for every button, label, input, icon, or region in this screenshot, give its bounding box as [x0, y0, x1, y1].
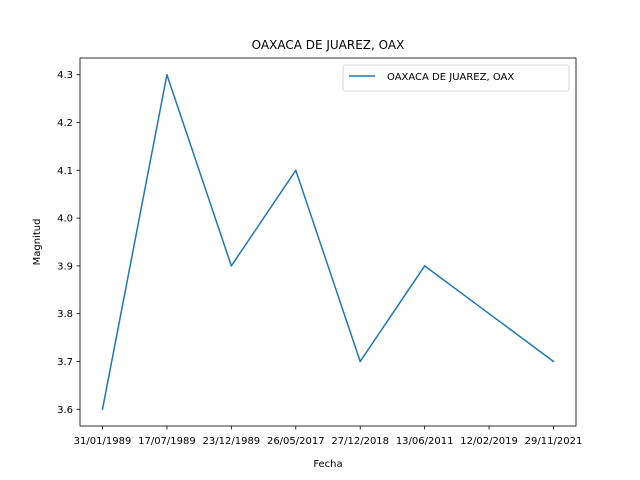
x-tick-label: 13/06/2011: [396, 436, 454, 447]
data-point: [552, 360, 555, 363]
legend-label: OAXACA DE JUAREZ, OAX: [387, 72, 514, 83]
legend-box: [342, 64, 570, 92]
plot-area: [80, 58, 576, 426]
x-axis-label: Fecha: [313, 459, 342, 470]
data-point: [488, 312, 490, 315]
x-tick-label: 29/11/2021: [525, 436, 583, 447]
x-tick-label: 31/01/1989: [74, 436, 132, 447]
x-tick-label: 27/12/2018: [331, 436, 389, 447]
y-tick-label: 3.6: [57, 405, 73, 416]
y-tick-label: 3.8: [57, 309, 73, 320]
data-point: [101, 408, 104, 411]
series-line: [101, 73, 554, 410]
y-tick-label: 4.1: [57, 166, 73, 177]
plot-frame: [79, 57, 577, 427]
chart-title: OAXACA DE JUAREZ, OAX: [252, 38, 405, 52]
data-point: [230, 265, 233, 267]
data-point: [295, 169, 297, 172]
y-tick-label: 3.9: [57, 261, 73, 272]
y-tick-label: 4.0: [57, 214, 73, 225]
x-axis-ticks: 31/01/1989 17/07/1989 23/12/1989 26/05/2017…: [74, 426, 583, 447]
y-tick-label: 4.3: [57, 70, 73, 81]
x-tick-label: 17/07/1989: [138, 436, 196, 447]
x-tick-label: 12/02/2019: [460, 436, 518, 447]
y-axis-ticks: 3.6 3.7 3.8 3.9 4.0 4.1 4.2 4.3: [57, 70, 80, 416]
y-axis-label: Magnitud: [32, 219, 43, 266]
y-tick-label: 3.7: [57, 357, 73, 368]
x-tick-label: 23/12/1989: [203, 436, 261, 447]
legend: OAXACA DE JUAREZ, OAX: [342, 64, 570, 92]
series-layer: [101, 73, 555, 411]
y-tick-label: 4.2: [57, 118, 73, 129]
data-point: [166, 73, 168, 76]
data-point: [423, 265, 426, 267]
x-tick-label: 26/05/2017: [267, 436, 325, 447]
data-point: [359, 360, 361, 363]
